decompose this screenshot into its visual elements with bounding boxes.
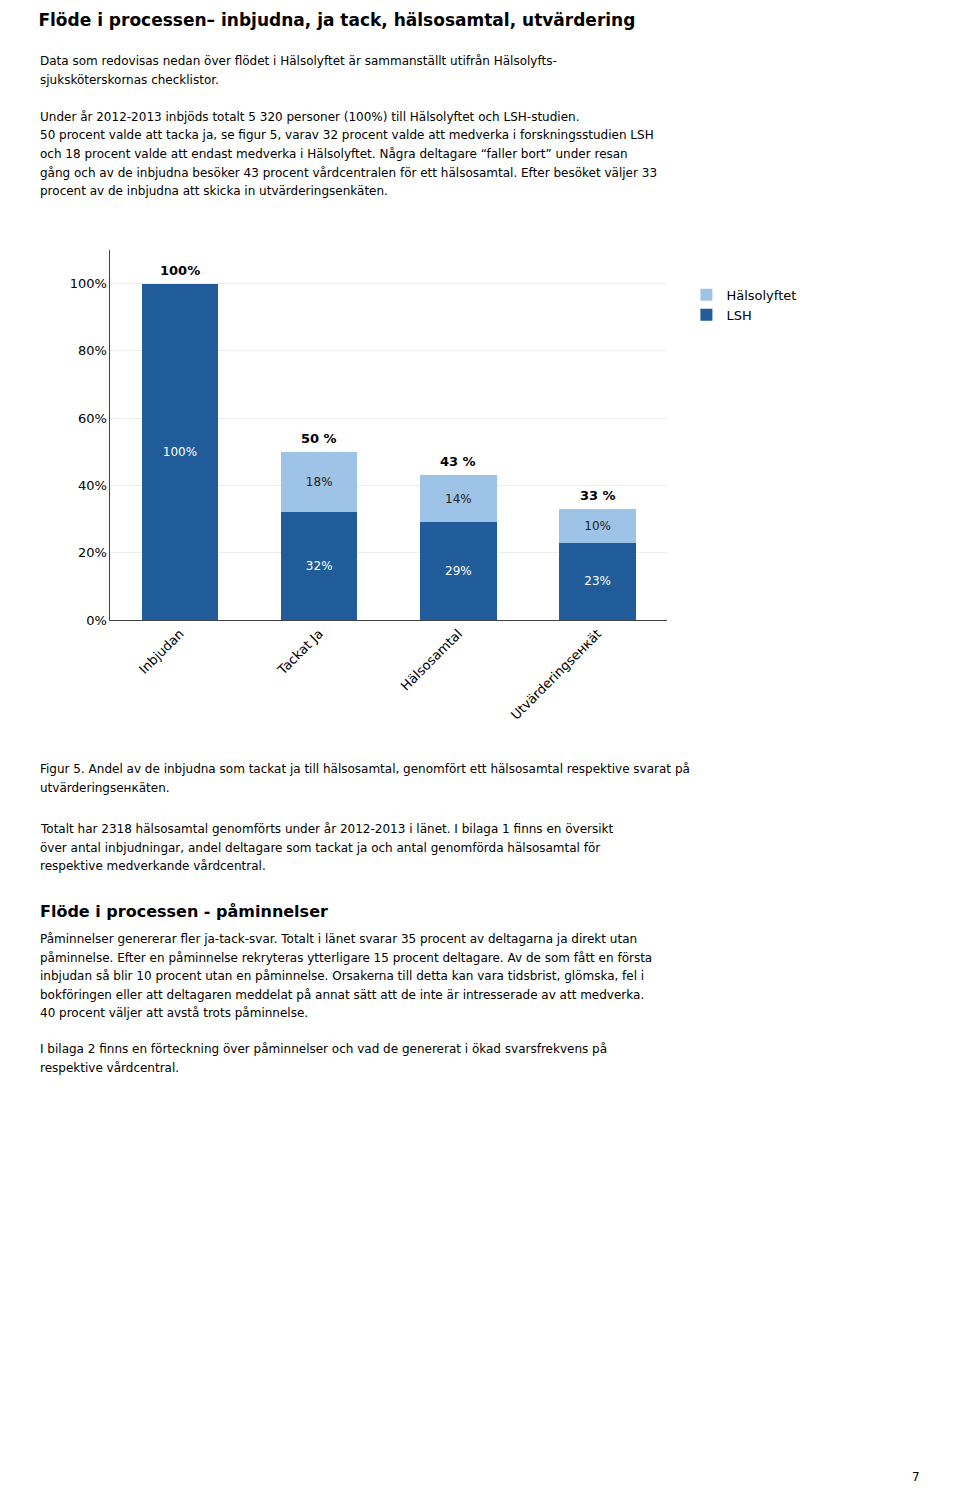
svg-text:40 procent väljer att avstå tr: 40 procent väljer att avstå trots påminn…	[40, 1006, 308, 1020]
svg-text:Påminnelser genererar fler ja-: Påminnelser genererar fler ja-tack-svar.…	[40, 932, 637, 946]
svg-text:33 %: 33 %	[580, 488, 616, 503]
svg-text:100%: 100%	[163, 445, 197, 459]
svg-text:Tackat Ja: Tackat Ja	[274, 626, 326, 678]
svg-text:50 procent valde att tacka ja,: 50 procent valde att tacka ja, se figur …	[40, 128, 654, 142]
svg-text:60%: 60%	[78, 411, 107, 426]
svg-text:I bilaga 2 finns en förtecknin: I bilaga 2 finns en förteckning över påm…	[40, 1042, 607, 1056]
svg-text:Data som redovisas nedan över: Data som redovisas nedan över flödet i H…	[40, 54, 557, 68]
svg-text:23%: 23%	[584, 574, 611, 588]
svg-text:100%: 100%	[70, 276, 107, 291]
svg-text:18%: 18%	[306, 475, 333, 489]
svg-text:Hälsosamtal: Hälsosamtal	[398, 626, 465, 693]
svg-text:Flöde i processen - påminnelse: Flöde i processen - påminnelser	[40, 902, 328, 921]
svg-text:sjuksköterskornas checklistor.: sjuksköterskornas checklistor.	[40, 73, 219, 87]
svg-text:över antal inbjudningar, andel: över antal inbjudningar, andel deltagare…	[40, 841, 600, 855]
svg-text:bokföringen eller att deltagar: bokföringen eller att deltagaren meddela…	[40, 988, 644, 1002]
svg-text:Hälsolyftet: Hälsolyftet	[726, 288, 796, 303]
svg-text:utvärderingsенкäten.: utvärderingsенкäten.	[40, 781, 170, 795]
svg-text:respektive vårdcentral.: respektive vårdcentral.	[40, 1061, 179, 1075]
svg-text:29%: 29%	[445, 564, 472, 578]
svg-text:50 %: 50 %	[301, 431, 337, 446]
svg-text:14%: 14%	[445, 492, 472, 506]
svg-text:100%: 100%	[160, 263, 200, 278]
svg-text:43 %: 43 %	[440, 454, 476, 469]
svg-text:procent av de inbjudna att ski: procent av de inbjudna att skicka in utv…	[40, 184, 388, 198]
svg-text:Figur 5. Andel av de inbjudna: Figur 5. Andel av de inbjudna som tackat…	[40, 762, 690, 776]
svg-text:Flöde i processen– inbjudna, j: Flöde i processen– inbjudna, ja tack, hä…	[38, 10, 635, 30]
svg-text:inbjudan så blir 10 procent ut: inbjudan så blir 10 procent utan en påmi…	[40, 969, 644, 983]
svg-text:20%: 20%	[78, 545, 107, 560]
svg-text:Utvärderingsенкät: Utvärderingsенкät	[508, 626, 604, 722]
svg-text:7: 7	[912, 1470, 920, 1484]
svg-text:respektive medverkande vårdcen: respektive medverkande vårdcentral.	[40, 859, 266, 873]
svg-text:Inbjudan: Inbjudan	[136, 626, 187, 677]
svg-text:32%: 32%	[306, 559, 333, 573]
svg-text:och 18 procent valde att endas: och 18 procent valde att endast medverka…	[40, 147, 628, 161]
svg-text:40%: 40%	[78, 478, 107, 493]
svg-text:påminnelse. Efter en påminnels: påminnelse. Efter en påminnelse rekryter…	[40, 951, 652, 965]
svg-text:Under år 2012-2013 inbjöds tot: Under år 2012-2013 inbjöds totalt 5 320 …	[40, 110, 579, 124]
svg-text:LSH: LSH	[726, 308, 751, 323]
svg-text:0%: 0%	[86, 613, 107, 628]
svg-text:Totalt har 2318 hälsosamtal ge: Totalt har 2318 hälsosamtal genomförts u…	[40, 822, 614, 836]
svg-text:10%: 10%	[584, 519, 611, 533]
svg-text:80%: 80%	[78, 343, 107, 358]
svg-text:gång och av de inbjudna besöke: gång och av de inbjudna besöker 43 proce…	[40, 166, 657, 180]
